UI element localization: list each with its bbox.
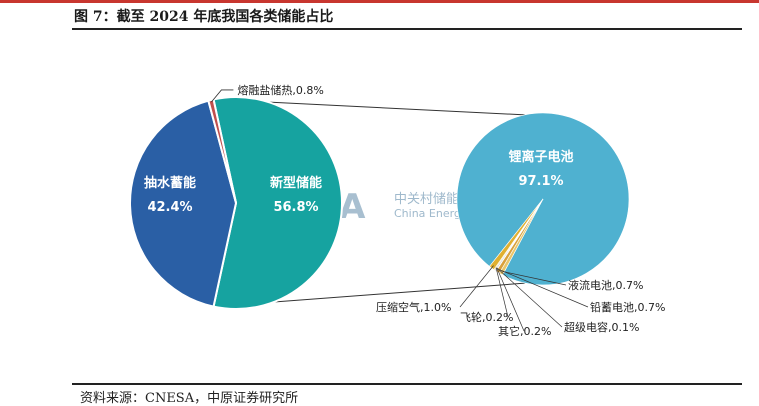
breakout-slice-label-4: 其它,0.2%	[498, 324, 551, 338]
breakout-leader-5	[495, 267, 509, 318]
title-rule	[72, 28, 742, 30]
source-rule	[72, 383, 742, 385]
breakout-pie	[456, 112, 630, 286]
breakout-leader-6	[459, 265, 494, 308]
breakout-slice-value-0: 97.1%	[518, 174, 563, 189]
breakout-leader-3	[497, 268, 563, 328]
main-slice-leader-2	[211, 89, 234, 103]
breakout-slice-label-3: 超级电容,0.1%	[564, 320, 639, 334]
breakout-leader-4	[496, 267, 525, 332]
data-labels: 新型储能 56.8% 抽水蓄能 42.4% 熔融盐储热,0.8% 锂离子电池 97.1% 液流…	[144, 83, 665, 338]
main-slice-label-2: 熔融盐储热,0.8%	[237, 83, 323, 97]
main-slice-label-1: 抽水蓄能	[144, 175, 196, 191]
main-slice-value-0: 56.8%	[273, 200, 318, 215]
source-note: 资料来源：CNESA，中原证券研究所	[80, 391, 299, 406]
breakout-leader-1	[502, 271, 567, 286]
breakout-slice-label-6: 压缩空气,1.0%	[376, 300, 451, 314]
breakout-leader-2	[499, 269, 589, 308]
breakout-slice-label-0: 锂离子电池	[508, 149, 573, 165]
top-accent-line	[0, 0, 759, 3]
main-slice-label-0: 新型储能	[270, 175, 322, 191]
main-slice-value-1: 42.4%	[147, 200, 192, 215]
main-pie	[129, 96, 343, 310]
main-slice-0	[212, 96, 343, 310]
chart-title: 图 7：截至 2024 年底我国各类储能占比	[74, 9, 334, 25]
breakout-slice-label-5: 飞轮,0.2%	[460, 310, 513, 324]
breakout-slice-label-1: 液流电池,0.7%	[568, 278, 643, 292]
main-slice-1	[129, 99, 238, 308]
breakout-slice-label-2: 铅蓄电池,0.7%	[590, 300, 665, 314]
